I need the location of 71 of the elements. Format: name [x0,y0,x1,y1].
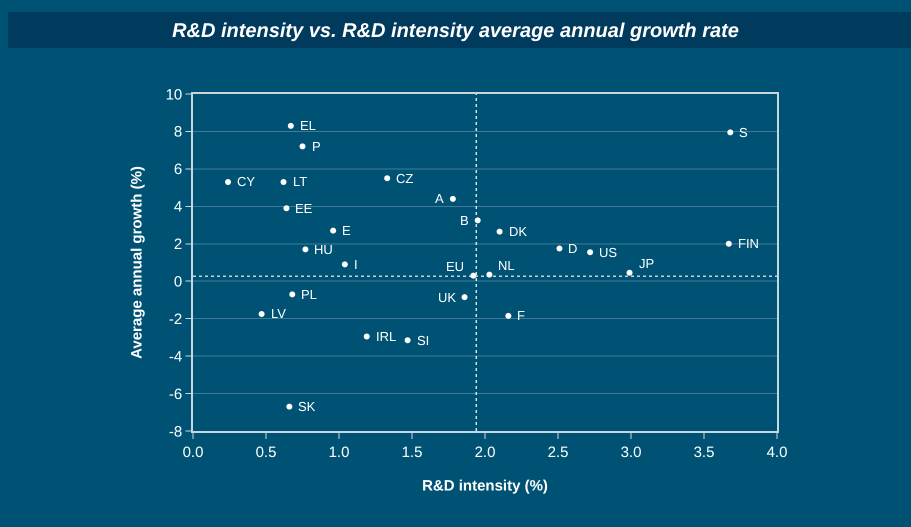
y-tick-label: -2 [168,310,182,328]
annotation: EU [446,259,464,274]
point [300,143,306,150]
annotation: FIN [738,236,759,251]
annotation: IRL [376,329,396,344]
point [462,294,468,300]
x-tick-label: 3.5 [694,444,714,461]
annotation: A [435,191,444,206]
annotation: NL [498,258,515,273]
point [404,337,411,344]
x-tick-label: 1.5 [402,444,422,461]
annotation: LV [271,306,286,321]
point [342,261,348,268]
y-tick-label: 8 [174,124,182,141]
point [587,249,594,256]
point [330,228,336,234]
point [556,245,562,252]
y-tick-label: 10 [166,86,182,104]
annotation: B [460,213,469,228]
point [280,178,287,185]
annotation: JP [639,256,654,271]
annotation: EE [295,201,313,216]
x-axis-title: R&D intensity (%) [422,477,548,494]
annotation: CY [237,174,256,189]
point [225,178,232,185]
point [258,310,265,317]
y-tick-label: -8 [168,423,182,440]
x-tick-label: 0.5 [256,444,276,461]
y-tick-label: -4 [168,348,182,366]
annotation: UK [438,290,456,305]
annotation: US [599,245,618,260]
annotation: P [312,139,321,154]
point [626,270,633,276]
point [288,122,294,129]
y-tick-label: -6 [168,386,182,403]
point [283,205,290,212]
annotation: DK [509,224,528,239]
annotation: SI [417,333,430,348]
x-tick-label: 3.0 [620,444,642,461]
chart-title: R&D intensity vs. R&D intensity average annual growth rate [172,20,739,42]
y-tick-label: 0 [174,273,182,290]
point [505,312,512,319]
point [496,228,503,235]
point [727,129,734,136]
point [384,175,390,182]
annotation: HU [314,242,333,257]
x-tick-label: 0.0 [182,444,204,461]
y-axis-title: Average annual growth (%) [128,166,146,359]
point [302,246,308,252]
annotation: F [517,308,525,323]
x-tick-label: 2.5 [548,444,568,461]
point [450,196,456,202]
annotation: S [739,125,748,140]
point [364,333,370,340]
annotation: LT [293,174,308,189]
annotation: I [354,257,358,272]
point [726,240,732,247]
point [289,291,296,298]
annotation: D [568,241,578,256]
annotation: SK [298,399,316,414]
annotation: CZ [396,171,414,186]
annotation: EL [300,118,316,133]
y-tick-label: 2 [174,236,182,254]
annotation: PL [301,287,317,302]
x-tick-label: 1.0 [328,444,350,461]
point [286,404,292,410]
annotation: E [342,223,351,238]
x-tick-label: 2.0 [474,444,496,461]
y-tick-label: 6 [174,161,182,178]
x-tick-label: 4.0 [766,444,788,461]
y-tick-label: 4 [174,198,182,216]
